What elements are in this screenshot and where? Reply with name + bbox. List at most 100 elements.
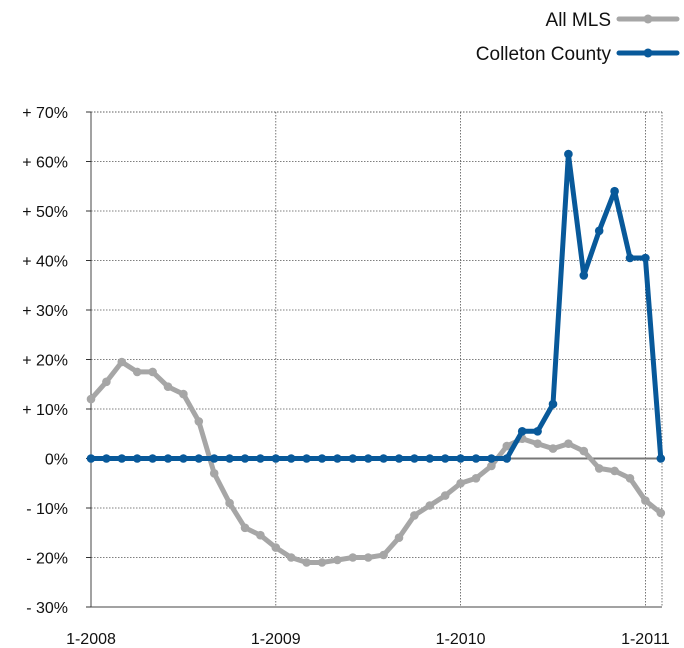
data-point-colleton-county <box>225 454 234 463</box>
data-point-all-mls <box>579 446 589 456</box>
y-tick-label: + 30% <box>22 303 68 320</box>
data-point-all-mls <box>440 491 450 500</box>
data-point-all-mls <box>163 382 173 392</box>
data-point-colleton-county <box>256 454 265 463</box>
data-point-colleton-county <box>363 454 373 463</box>
y-tick-label: - 20% <box>26 551 68 568</box>
data-point-all-mls <box>117 357 127 367</box>
data-point-all-mls <box>302 558 311 567</box>
data-point-all-mls <box>641 496 650 505</box>
y-tick-label: - 30% <box>26 600 68 617</box>
data-point-all-mls <box>271 543 281 552</box>
y-axis-ticks: + 70% + 60% + 50% + 40% + 30% + 20% + 10% 0% - 1… <box>22 105 91 617</box>
data-point-colleton-county <box>410 454 419 463</box>
data-point-colleton-county <box>440 454 450 463</box>
data-point-colleton-county <box>302 454 311 463</box>
data-point-colleton-county <box>471 454 481 463</box>
data-point-all-mls <box>471 474 481 483</box>
y-tick-label: + 20% <box>22 353 68 370</box>
data-point-all-mls <box>240 523 250 533</box>
data-point-all-mls <box>610 466 619 476</box>
x-tick-label: 1-2011 <box>621 631 670 648</box>
y-tick-label: + 50% <box>22 204 68 221</box>
data-point-colleton-county <box>502 454 512 463</box>
data-point-all-mls <box>502 441 512 451</box>
data-point-colleton-county <box>379 454 388 463</box>
data-point-all-mls <box>194 417 204 426</box>
data-point-all-mls <box>656 508 666 518</box>
data-point-colleton-county <box>317 454 327 463</box>
data-point-all-mls <box>594 464 604 473</box>
data-point-all-mls <box>132 367 142 377</box>
data-point-colleton-county <box>286 454 296 463</box>
data-point-all-mls <box>363 553 373 562</box>
data-point-colleton-county <box>456 454 465 463</box>
y-tick-label: + 70% <box>22 105 68 122</box>
legend-label-all-mls: All MLS <box>546 10 611 31</box>
data-point-colleton-county <box>564 149 573 159</box>
data-point-colleton-county <box>656 454 666 463</box>
data-point-colleton-county <box>610 186 619 196</box>
data-point-all-mls <box>286 553 296 562</box>
x-tick-label: 1-2010 <box>436 631 486 648</box>
data-point-colleton-county <box>194 454 204 463</box>
data-point-colleton-county <box>517 427 527 436</box>
x-axis-ticks: 1-2008 1-2009 1-2010 1-2011 <box>66 631 670 648</box>
legend-item-all-mls: All MLS <box>546 10 680 31</box>
data-point-colleton-county <box>394 454 404 463</box>
data-point-colleton-county <box>117 454 127 463</box>
data-point-all-mls <box>548 444 558 453</box>
series-line-all-mls <box>88 359 664 565</box>
gridlines <box>91 111 662 607</box>
data-point-colleton-county <box>163 454 173 463</box>
legend-item-colleton-county: Colleton County <box>476 44 680 65</box>
data-point-colleton-county <box>86 454 96 463</box>
data-point-all-mls <box>348 553 358 562</box>
data-point-all-mls <box>225 498 234 508</box>
series-line-colleton-county <box>88 151 664 461</box>
data-point-all-mls <box>86 394 96 404</box>
y-tick-label: + 10% <box>22 402 68 419</box>
data-point-all-mls <box>564 439 573 449</box>
data-point-colleton-county <box>209 454 219 463</box>
data-point-colleton-county <box>102 454 111 463</box>
data-point-colleton-county <box>579 271 589 280</box>
y-tick-label: 0% <box>45 452 68 469</box>
data-point-all-mls <box>487 461 496 471</box>
data-point-colleton-county <box>487 454 496 463</box>
data-point-all-mls <box>179 389 188 399</box>
legend-marker-all-mls <box>643 14 653 24</box>
data-point-colleton-county <box>148 454 157 463</box>
data-point-all-mls <box>425 501 435 510</box>
data-point-all-mls <box>456 479 465 488</box>
data-point-colleton-county <box>271 454 281 463</box>
data-point-colleton-county <box>333 454 342 463</box>
data-point-colleton-county <box>625 253 635 263</box>
data-point-all-mls <box>333 555 342 565</box>
y-tick-label: + 40% <box>22 254 68 271</box>
data-point-colleton-county <box>533 427 542 436</box>
legend-label-colleton-county: Colleton County <box>476 44 612 65</box>
data-point-colleton-county <box>132 454 142 463</box>
y-tick-label: + 60% <box>22 155 68 172</box>
data-point-all-mls <box>317 558 327 567</box>
data-point-all-mls <box>102 377 111 387</box>
x-tick-label: 1-2008 <box>66 631 116 648</box>
data-point-all-mls <box>394 533 404 542</box>
data-point-all-mls <box>209 469 219 478</box>
data-point-all-mls <box>410 511 419 520</box>
x-tick-label: 1-2009 <box>251 631 301 648</box>
data-point-colleton-county <box>240 454 250 463</box>
data-point-all-mls <box>533 439 542 449</box>
data-point-colleton-county <box>641 253 650 263</box>
y-tick-label: - 10% <box>26 501 68 518</box>
legend-marker-colleton-county <box>643 48 653 58</box>
data-point-colleton-county <box>348 454 358 463</box>
data-point-colleton-county <box>548 399 558 409</box>
data-point-colleton-county <box>425 454 435 463</box>
data-point-colleton-county <box>594 226 604 236</box>
series-lines <box>86 149 666 567</box>
data-point-all-mls <box>256 530 265 540</box>
data-point-all-mls <box>148 367 157 377</box>
data-point-all-mls <box>379 550 388 560</box>
